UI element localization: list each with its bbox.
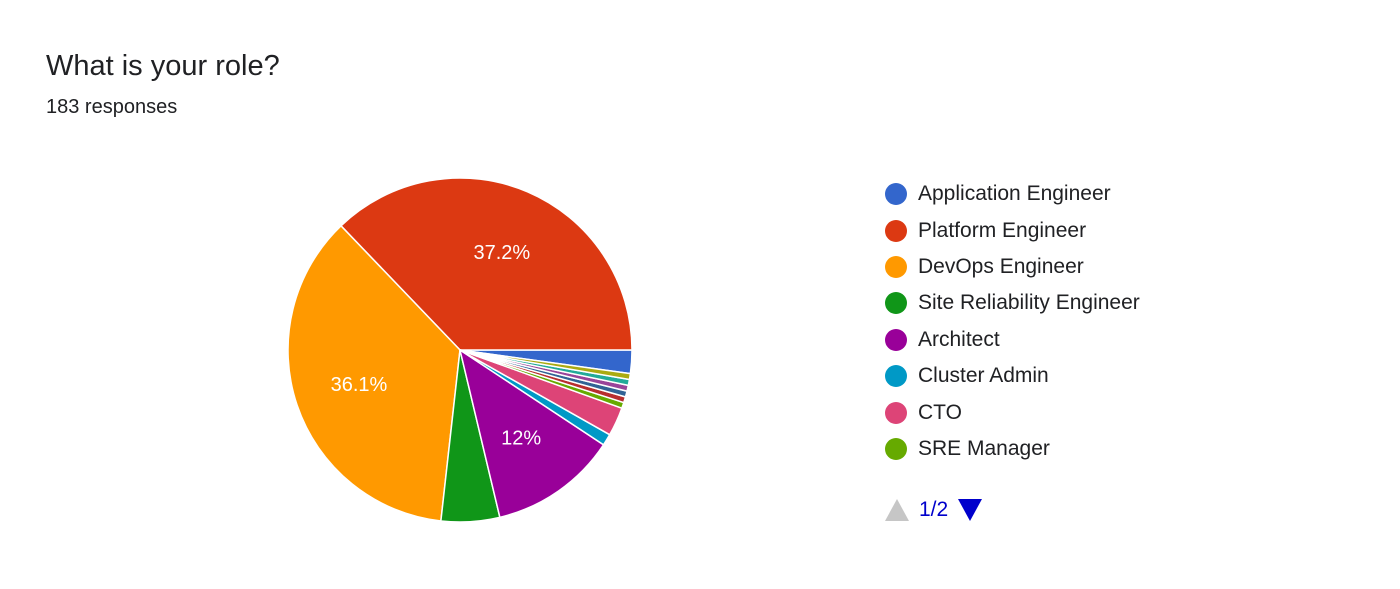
chart-title: What is your role?: [46, 50, 280, 82]
legend-swatch-icon: [885, 219, 907, 242]
triangle-down-icon[interactable]: [958, 499, 983, 521]
legend-label: Application Engineer: [918, 182, 1111, 206]
legend-swatch-icon: [885, 183, 907, 206]
legend: Application Engineer Platform Engineer D…: [885, 176, 1140, 467]
legend-item: Platform Engineer: [885, 212, 1140, 248]
legend-label: Platform Engineer: [918, 218, 1087, 242]
legend-swatch-icon: [885, 255, 907, 278]
legend-swatch-icon: [885, 292, 907, 315]
legend-swatch-icon: [885, 365, 907, 388]
pie-slice: [339, 177, 633, 351]
legend-label: CTO: [918, 400, 962, 424]
pie-slice: [459, 349, 632, 381]
pager-text: 1/2: [919, 498, 949, 521]
legend-item: Architect: [885, 322, 1140, 358]
legend-label: DevOps Engineer: [918, 254, 1084, 278]
legend-swatch-icon: [885, 401, 907, 424]
pie-slice: [458, 348, 605, 519]
legend-item: SRE Manager: [885, 431, 1140, 467]
legend-pager: 1/2: [885, 498, 983, 522]
pie-slice-label: 12%: [501, 427, 541, 449]
pie-slice-label: 37.2%: [473, 242, 530, 264]
legend-item: DevOps Engineer: [885, 249, 1140, 285]
legend-label: SRE Manager: [918, 436, 1050, 460]
legend-item: Cluster Admin: [885, 358, 1140, 394]
legend-label: Architect: [918, 327, 1000, 351]
pie-slice-label: 36.1%: [331, 374, 388, 396]
legend-item: CTO: [885, 394, 1140, 430]
pie-slice: [287, 224, 461, 522]
pie-slices: [287, 177, 633, 523]
legend-label: Site Reliability Engineer: [918, 291, 1140, 315]
legend-swatch-icon: [885, 328, 907, 351]
triangle-up-icon[interactable]: [885, 499, 909, 521]
legend-item: Site Reliability Engineer: [885, 285, 1140, 321]
pie-chart: 37.2% 36.1% 12%: [287, 177, 633, 523]
pie-labels: 37.2% 36.1% 12%: [331, 242, 542, 449]
legend-label: Cluster Admin: [918, 364, 1049, 388]
legend-swatch-icon: [885, 437, 907, 460]
legend-item: Application Engineer: [885, 176, 1140, 212]
response-count: 183 responses: [46, 96, 178, 118]
